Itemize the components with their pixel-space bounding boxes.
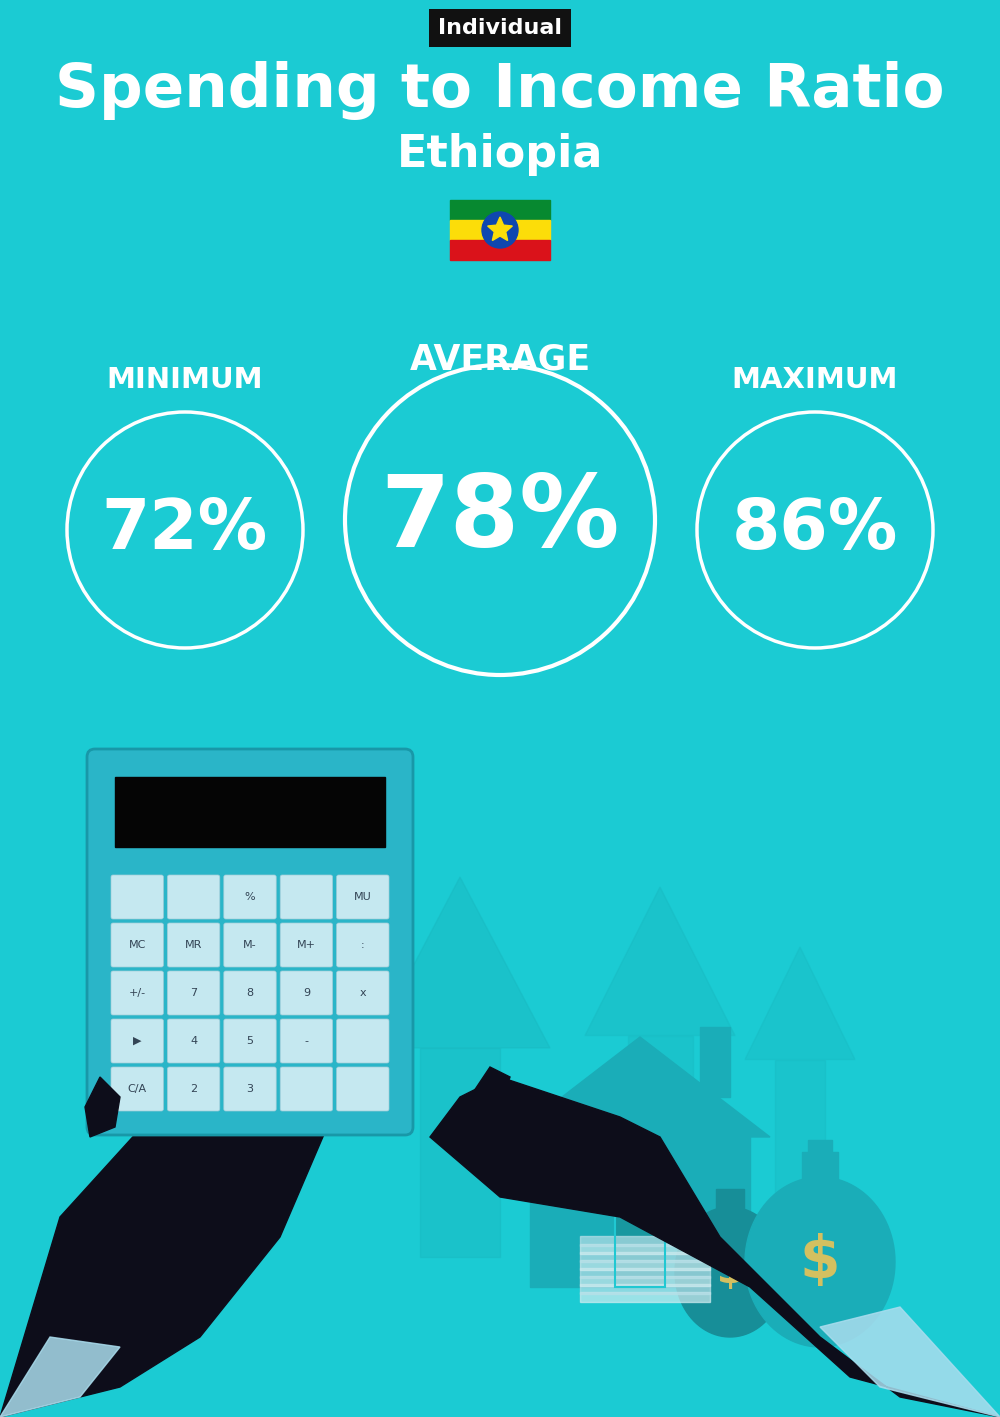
Text: +/-: +/-: [129, 988, 146, 998]
Polygon shape: [420, 1049, 500, 1257]
Text: MINIMUM: MINIMUM: [107, 366, 263, 394]
FancyBboxPatch shape: [224, 1067, 276, 1111]
FancyBboxPatch shape: [111, 1019, 163, 1063]
Text: $: $: [716, 1253, 744, 1291]
Bar: [115, 777, 385, 847]
Polygon shape: [745, 1178, 895, 1348]
Bar: [450, 220, 550, 239]
Polygon shape: [85, 1077, 120, 1136]
Text: $: $: [800, 1234, 840, 1291]
Text: 7: 7: [190, 988, 197, 998]
Circle shape: [482, 213, 518, 248]
Text: %: %: [245, 891, 255, 903]
Polygon shape: [675, 1207, 785, 1338]
Text: MU: MU: [354, 891, 372, 903]
FancyBboxPatch shape: [167, 1019, 220, 1063]
Bar: [580, 1236, 710, 1246]
FancyBboxPatch shape: [337, 876, 389, 920]
Bar: [580, 1244, 710, 1254]
FancyBboxPatch shape: [111, 922, 163, 966]
FancyBboxPatch shape: [280, 971, 333, 1015]
Text: -: -: [304, 1036, 308, 1046]
FancyBboxPatch shape: [224, 922, 276, 966]
Polygon shape: [430, 1077, 1000, 1417]
Polygon shape: [488, 217, 512, 241]
Text: M+: M+: [297, 939, 316, 949]
Bar: [450, 200, 550, 220]
Text: M-: M-: [243, 939, 257, 949]
FancyBboxPatch shape: [224, 971, 276, 1015]
Bar: [615, 1207, 665, 1287]
Text: 78%: 78%: [380, 472, 620, 568]
Bar: [580, 1284, 710, 1294]
FancyBboxPatch shape: [280, 876, 333, 920]
Text: MAXIMUM: MAXIMUM: [732, 366, 898, 394]
FancyBboxPatch shape: [280, 1067, 333, 1111]
FancyBboxPatch shape: [111, 1067, 163, 1111]
FancyBboxPatch shape: [224, 1019, 276, 1063]
FancyBboxPatch shape: [167, 922, 220, 966]
FancyBboxPatch shape: [167, 1067, 220, 1111]
Polygon shape: [585, 887, 735, 1036]
FancyBboxPatch shape: [87, 750, 413, 1135]
Polygon shape: [510, 1037, 770, 1136]
Bar: [716, 1189, 744, 1212]
Bar: [580, 1275, 710, 1287]
Bar: [700, 1027, 730, 1097]
Bar: [530, 1136, 750, 1287]
Text: 8: 8: [246, 988, 254, 998]
Polygon shape: [470, 1067, 510, 1127]
Bar: [580, 1260, 710, 1270]
Text: C/A: C/A: [128, 1084, 147, 1094]
FancyBboxPatch shape: [111, 971, 163, 1015]
FancyBboxPatch shape: [167, 876, 220, 920]
FancyBboxPatch shape: [167, 971, 220, 1015]
FancyBboxPatch shape: [337, 971, 389, 1015]
FancyBboxPatch shape: [337, 922, 389, 966]
Bar: [808, 1141, 832, 1155]
Text: x: x: [359, 988, 366, 998]
Polygon shape: [0, 1338, 120, 1417]
Bar: [802, 1152, 838, 1182]
Text: AVERAGE: AVERAGE: [409, 343, 591, 377]
FancyBboxPatch shape: [224, 876, 276, 920]
Bar: [450, 239, 550, 259]
Text: 5: 5: [246, 1036, 254, 1046]
Polygon shape: [820, 1306, 1000, 1417]
Text: 4: 4: [190, 1036, 197, 1046]
Bar: [615, 1207, 665, 1287]
Text: 86%: 86%: [732, 496, 898, 564]
Text: Ethiopia: Ethiopia: [397, 133, 603, 177]
Polygon shape: [370, 877, 550, 1049]
Polygon shape: [775, 1060, 825, 1197]
Text: MC: MC: [129, 939, 146, 949]
Polygon shape: [628, 1036, 692, 1217]
Text: MR: MR: [185, 939, 202, 949]
FancyBboxPatch shape: [280, 1019, 333, 1063]
Text: Individual: Individual: [438, 18, 562, 38]
Bar: [580, 1268, 710, 1278]
Polygon shape: [0, 1077, 340, 1417]
FancyBboxPatch shape: [337, 1067, 389, 1111]
Bar: [580, 1253, 710, 1263]
FancyBboxPatch shape: [111, 876, 163, 920]
FancyBboxPatch shape: [337, 1019, 389, 1063]
Text: :: :: [361, 939, 365, 949]
Bar: [580, 1292, 710, 1302]
Text: ▶: ▶: [133, 1036, 141, 1046]
Text: 3: 3: [246, 1084, 254, 1094]
Polygon shape: [745, 947, 855, 1060]
Text: 9: 9: [303, 988, 310, 998]
Text: 2: 2: [190, 1084, 197, 1094]
Text: 72%: 72%: [102, 496, 268, 564]
FancyBboxPatch shape: [280, 922, 333, 966]
Text: Spending to Income Ratio: Spending to Income Ratio: [55, 61, 945, 119]
